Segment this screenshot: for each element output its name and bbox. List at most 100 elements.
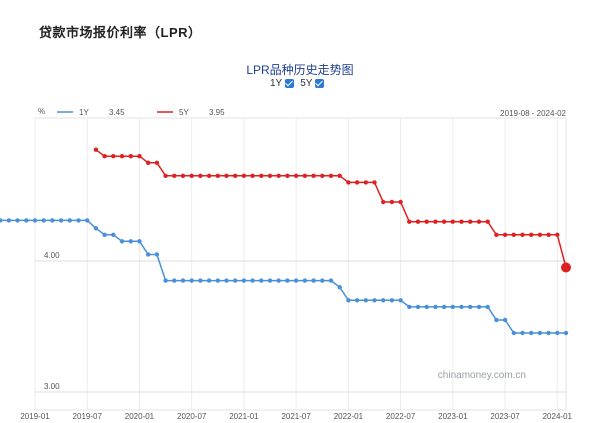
data-point-1y[interactable] <box>0 218 3 223</box>
data-point-5y[interactable] <box>561 262 571 273</box>
data-point-1y[interactable] <box>459 304 464 310</box>
data-point-1y[interactable] <box>224 278 229 283</box>
data-point-1y[interactable] <box>58 218 64 223</box>
data-point-1y[interactable] <box>180 278 186 283</box>
data-point-1y[interactable] <box>119 239 125 244</box>
data-point-1y[interactable] <box>285 278 290 283</box>
data-point-5y[interactable] <box>450 219 455 224</box>
data-point-5y[interactable] <box>537 232 543 237</box>
data-point-1y[interactable] <box>398 298 403 303</box>
data-point-5y[interactable] <box>285 173 290 178</box>
data-point-5y[interactable] <box>459 219 464 224</box>
data-point-1y[interactable] <box>520 330 525 336</box>
data-point-1y[interactable] <box>93 226 99 231</box>
data-point-1y[interactable] <box>546 330 551 336</box>
data-point-5y[interactable] <box>407 219 412 224</box>
data-point-1y[interactable] <box>302 278 308 283</box>
data-point-5y[interactable] <box>259 173 264 178</box>
data-point-1y[interactable] <box>215 278 220 283</box>
data-point-1y[interactable] <box>76 218 81 223</box>
data-point-5y[interactable] <box>163 173 168 178</box>
data-point-1y[interactable] <box>511 330 516 336</box>
data-point-5y[interactable] <box>320 173 325 178</box>
data-point-1y[interactable] <box>529 330 534 336</box>
data-point-1y[interactable] <box>259 278 264 283</box>
data-point-1y[interactable] <box>163 278 168 283</box>
data-point-5y[interactable] <box>276 173 281 178</box>
data-point-1y[interactable] <box>415 304 421 310</box>
data-point-1y[interactable] <box>6 218 12 223</box>
data-point-1y[interactable] <box>85 218 90 223</box>
data-point-1y[interactable] <box>50 218 55 223</box>
data-point-5y[interactable] <box>293 173 299 178</box>
data-point-1y[interactable] <box>267 278 273 283</box>
data-point-1y[interactable] <box>407 304 412 310</box>
data-point-1y[interactable] <box>494 317 499 323</box>
data-point-5y[interactable] <box>546 232 551 237</box>
data-point-1y[interactable] <box>276 278 281 283</box>
data-point-5y[interactable] <box>311 173 316 178</box>
data-point-1y[interactable] <box>111 232 116 237</box>
data-point-1y[interactable] <box>32 218 38 223</box>
data-point-1y[interactable] <box>41 218 46 223</box>
data-point-1y[interactable] <box>24 218 29 223</box>
data-point-1y[interactable] <box>320 278 325 283</box>
data-point-1y[interactable] <box>389 298 395 303</box>
data-point-5y[interactable] <box>529 232 534 237</box>
data-point-5y[interactable] <box>180 173 186 178</box>
data-point-5y[interactable] <box>346 180 351 185</box>
data-point-5y[interactable] <box>215 173 220 178</box>
data-point-1y[interactable] <box>154 252 160 257</box>
data-point-5y[interactable] <box>128 154 133 159</box>
data-point-5y[interactable] <box>476 219 482 224</box>
data-point-5y[interactable] <box>468 219 473 224</box>
data-point-1y[interactable] <box>441 304 447 310</box>
data-point-5y[interactable] <box>328 173 334 178</box>
data-point-1y[interactable] <box>128 239 133 244</box>
data-point-5y[interactable] <box>137 154 142 159</box>
data-point-5y[interactable] <box>555 232 560 237</box>
data-point-1y[interactable] <box>233 278 238 283</box>
data-point-1y[interactable] <box>206 278 212 283</box>
data-point-1y[interactable] <box>172 278 177 283</box>
data-point-5y[interactable] <box>198 173 203 178</box>
data-point-1y[interactable] <box>15 218 20 223</box>
data-point-1y[interactable] <box>537 330 543 336</box>
data-point-1y[interactable] <box>137 239 142 244</box>
toggle-1y-checkbox[interactable] <box>285 79 295 88</box>
data-point-1y[interactable] <box>346 298 351 303</box>
data-point-1y[interactable] <box>250 278 255 283</box>
data-point-1y[interactable] <box>563 330 569 336</box>
data-point-1y[interactable] <box>67 218 73 223</box>
data-point-5y[interactable] <box>111 154 116 159</box>
data-point-5y[interactable] <box>250 173 255 178</box>
data-point-1y[interactable] <box>450 304 455 310</box>
data-point-1y[interactable] <box>102 232 107 237</box>
data-point-1y[interactable] <box>381 298 386 303</box>
data-point-1y[interactable] <box>293 278 299 283</box>
data-point-5y[interactable] <box>146 160 151 165</box>
toggle-5y-checkbox[interactable] <box>315 79 325 88</box>
data-point-5y[interactable] <box>233 173 238 178</box>
data-point-5y[interactable] <box>224 173 229 178</box>
data-point-1y[interactable] <box>502 317 508 323</box>
data-point-1y[interactable] <box>328 278 334 283</box>
data-point-5y[interactable] <box>354 180 360 185</box>
data-point-5y[interactable] <box>267 173 273 178</box>
data-point-5y[interactable] <box>424 219 429 224</box>
data-point-5y[interactable] <box>337 173 342 178</box>
data-point-5y[interactable] <box>494 232 499 237</box>
data-point-1y[interactable] <box>311 278 316 283</box>
data-point-5y[interactable] <box>102 154 107 159</box>
data-point-5y[interactable] <box>241 173 247 178</box>
data-point-1y[interactable] <box>189 278 194 283</box>
data-point-5y[interactable] <box>520 232 525 237</box>
data-point-5y[interactable] <box>189 173 194 178</box>
data-point-1y[interactable] <box>198 278 203 283</box>
data-point-1y[interactable] <box>468 304 473 310</box>
data-point-5y[interactable] <box>433 219 438 224</box>
data-point-5y[interactable] <box>372 180 377 185</box>
data-point-5y[interactable] <box>172 173 177 178</box>
data-point-1y[interactable] <box>555 330 560 336</box>
data-point-1y[interactable] <box>363 298 368 303</box>
